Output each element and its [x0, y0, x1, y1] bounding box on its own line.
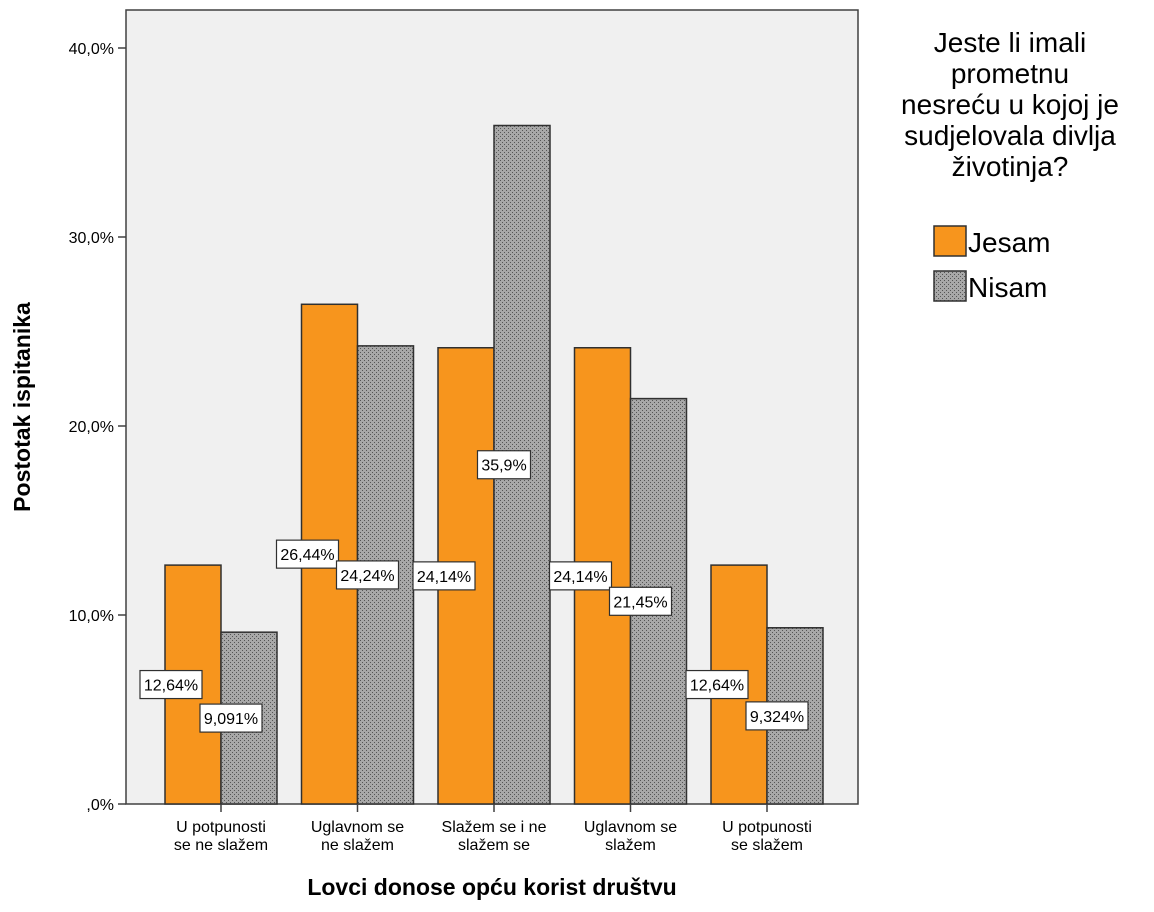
- data-label: 24,14%: [417, 569, 471, 586]
- x-tick-label: Uglavnom se slažem: [584, 819, 677, 854]
- legend-label-jesam: Jesam: [968, 227, 1050, 258]
- y-axis: ,0% 10,0% 20,0% 30,0% 40,0%: [69, 41, 126, 814]
- x-axis-title: Lovci donose opću korist društvu: [307, 874, 676, 900]
- y-tick-label: ,0%: [86, 797, 114, 814]
- legend: Jeste li imali prometnu nesreću u kojoj je…: [901, 27, 1119, 303]
- data-label-box: [608, 586, 673, 616]
- data-label: 24,24%: [340, 568, 394, 585]
- x-axis: U potpunosti se ne slažem Uglavnom se ne sl…: [174, 804, 812, 854]
- legend-label-nisam: Nisam: [968, 272, 1047, 303]
- y-tick-label: 10,0%: [69, 608, 114, 625]
- data-label-box: [685, 669, 749, 700]
- y-tick-label: 40,0%: [69, 41, 114, 58]
- data-label-box: [199, 703, 263, 733]
- y-axis-title: Postotak ispitanika: [9, 302, 35, 512]
- data-label-box: [275, 539, 340, 569]
- y-tick-label: 30,0%: [69, 230, 114, 247]
- legend-title: Jeste li imali prometnu nesreću u kojoj je…: [901, 27, 1119, 182]
- data-label-box: [335, 560, 400, 590]
- data-label-box: [548, 561, 613, 591]
- data-label: 9,091%: [204, 711, 258, 728]
- data-label: 9,324%: [750, 709, 804, 726]
- data-label-box: [139, 669, 203, 700]
- x-tick-label: Slažem se i ne slažem se: [442, 819, 547, 854]
- legend-swatch-nisam: [933, 270, 967, 302]
- data-label-box: [412, 561, 476, 591]
- y-tick-label: 20,0%: [69, 419, 114, 436]
- x-tick-label: Uglavnom se ne slažem: [311, 819, 404, 854]
- data-label: 21,45%: [613, 594, 667, 611]
- x-tick-label: U potpunosti se ne slažem: [174, 819, 268, 854]
- x-tick-label: U potpunosti se slažem: [722, 819, 812, 854]
- data-label-box: [476, 450, 532, 480]
- legend-swatch-jesam: [933, 225, 967, 257]
- data-label: 35,9%: [481, 458, 526, 475]
- data-label: 26,44%: [280, 547, 334, 564]
- data-label: 12,64%: [690, 678, 744, 695]
- data-labels-layer: 12,64% 9,091% 26,44% 24,24% 24,14% 35,9% 24,14…: [139, 450, 809, 733]
- data-label: 24,14%: [553, 569, 607, 586]
- data-label-box: [745, 701, 809, 731]
- data-label: 12,64%: [144, 678, 198, 695]
